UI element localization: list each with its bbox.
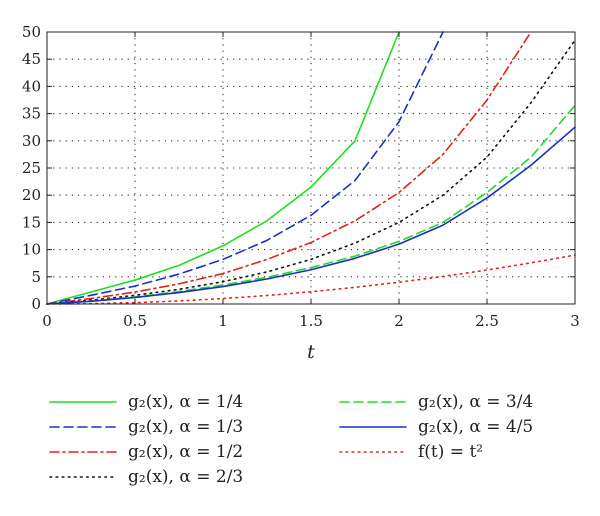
legend-item: g₂(x), α = 3/4 xyxy=(338,389,533,415)
legend-item: g₂(x), α = 1/4 xyxy=(48,389,243,415)
legend-label: g₂(x), α = 3/4 xyxy=(418,392,534,412)
x-tick-label: 2 xyxy=(394,312,404,330)
y-tick-label: 50 xyxy=(22,23,41,41)
x-axis-label: t xyxy=(307,341,315,363)
legend-label: g₂(x), α = 1/2 xyxy=(128,442,244,462)
series-line-1 xyxy=(46,31,400,305)
x-tick-label: 1 xyxy=(218,312,228,330)
legend-label: g₂(x), α = 2/3 xyxy=(128,467,244,487)
y-tick-label: 10 xyxy=(22,241,41,259)
legend-swatch xyxy=(339,426,407,428)
legend-label: f(t) = t² xyxy=(418,442,484,462)
legend-swatch xyxy=(49,401,117,403)
y-tick-label: 45 xyxy=(22,50,41,68)
legend-label: g₂(x), α = 1/4 xyxy=(128,392,244,412)
y-tick-label: 20 xyxy=(22,186,41,204)
x-tick-label: 3 xyxy=(570,312,580,330)
legend-swatch xyxy=(339,401,407,403)
y-tick-label: 35 xyxy=(22,105,41,123)
legend-item: g₂(x), α = 1/3 xyxy=(48,414,243,440)
series-line-6 xyxy=(46,126,576,305)
y-tick-label: 40 xyxy=(22,77,41,95)
legend-item: g₂(x), α = 2/3 xyxy=(48,464,243,490)
y-tick-label: 5 xyxy=(31,268,41,286)
y-tick-label: 0 xyxy=(31,295,41,313)
series-line-4 xyxy=(46,39,576,305)
x-tick-label: 2.5 xyxy=(475,312,499,330)
plot-background xyxy=(47,32,575,304)
legend-swatch xyxy=(49,476,117,478)
x-tick-label: 1.5 xyxy=(299,312,323,330)
legend-swatch xyxy=(49,426,117,428)
series-line-3 xyxy=(46,31,532,305)
legend-swatch xyxy=(339,451,407,453)
legend-label: g₂(x), α = 1/3 xyxy=(128,417,244,437)
y-tick-label: 30 xyxy=(22,132,41,150)
legend-item: g₂(x), α = 1/2 xyxy=(48,439,243,465)
legend-item: g₂(x), α = 4/5 xyxy=(338,414,533,440)
legend: g₂(x), α = 1/4 g₂(x), α = 1/3 g₂(x), α = 1… xyxy=(0,380,600,516)
x-tick-label: 0 xyxy=(42,312,52,330)
series-line-7 xyxy=(46,254,576,305)
legend-item: f(t) = t² xyxy=(338,439,483,465)
y-tick-label: 15 xyxy=(22,213,41,231)
y-tick-label: 25 xyxy=(22,159,41,177)
legend-label: g₂(x), α = 4/5 xyxy=(418,417,534,437)
grid xyxy=(47,32,575,304)
series-line-2 xyxy=(46,31,444,305)
x-tick-label: 0.5 xyxy=(123,312,147,330)
series-layer xyxy=(46,31,576,305)
legend-swatch xyxy=(49,451,117,453)
